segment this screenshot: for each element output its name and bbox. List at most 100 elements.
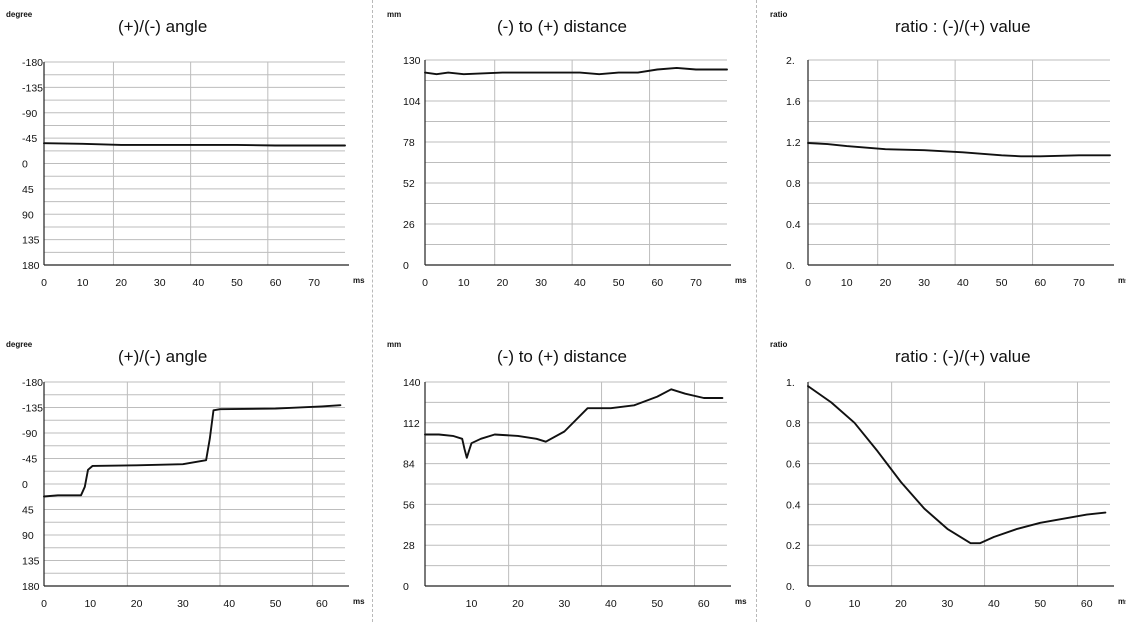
- x-tick-label: 50: [231, 277, 243, 289]
- y-tick-label: 0.: [786, 260, 795, 272]
- x-tick-label: 60: [1081, 598, 1093, 610]
- x-tick-label: 20: [512, 598, 524, 610]
- y-tick-label: 0: [22, 479, 28, 491]
- x-tick-label: 50: [651, 598, 663, 610]
- chart-panel-5: (-) to (+) distance mm 0 28 56 84 112 140 10 20 30…: [387, 340, 747, 610]
- series-line: [43, 404, 342, 498]
- x-tick-label: 40: [193, 277, 205, 289]
- y-tick-label: 0.: [786, 581, 795, 593]
- x-tick-label: 40: [223, 598, 235, 610]
- x-tick-label: 10: [458, 277, 470, 289]
- y-tick-label: 0.4: [786, 219, 801, 231]
- x-tick-label: 40: [574, 277, 586, 289]
- x-tick-label: 50: [1034, 598, 1046, 610]
- y-tick-label: -180: [22, 57, 43, 69]
- y-tick-label: 112: [403, 418, 420, 430]
- x-tick-label: 10: [841, 277, 853, 289]
- x-tick-label: 10: [84, 598, 96, 610]
- y-tick-label: 1.2: [786, 137, 801, 149]
- y-tick-label: 90: [22, 530, 34, 542]
- y-tick-label: 0.8: [786, 178, 801, 190]
- y-tick-label: -45: [22, 454, 37, 466]
- y-tick-label: 104: [403, 96, 421, 108]
- y-tick-label: 56: [403, 499, 415, 511]
- y-tick-label: -135: [22, 403, 43, 415]
- x-tick-label: 40: [957, 277, 969, 289]
- y-tick-label: 0.2: [786, 540, 801, 552]
- x-tick-label: 20: [115, 277, 127, 289]
- chart-title: (+)/(-) angle: [118, 17, 207, 36]
- x-tick-label: 30: [154, 277, 166, 289]
- x-unit-label: ms: [735, 276, 747, 285]
- x-tick-label: 60: [651, 277, 663, 289]
- y-tick-label: 0: [403, 260, 409, 272]
- y-tick-label: 0: [22, 159, 28, 171]
- x-tick-label: 10: [466, 598, 478, 610]
- x-tick-label: 20: [880, 277, 892, 289]
- y-tick-label: 1.: [786, 377, 795, 389]
- x-tick-label: 60: [698, 598, 710, 610]
- y-unit-label: ratio: [770, 340, 787, 349]
- x-tick-label: 70: [308, 277, 320, 289]
- x-unit-label: ms: [1118, 276, 1126, 285]
- x-tick-label: 60: [1034, 277, 1046, 289]
- x-tick-label: 30: [942, 598, 954, 610]
- y-tick-label: 0.4: [786, 499, 801, 511]
- chart-title: ratio : (-)/(+) value: [895, 347, 1031, 366]
- y-tick-label: 90: [22, 209, 34, 221]
- y-tick-label: 130: [403, 55, 421, 67]
- y-tick-label: 0: [403, 581, 409, 593]
- x-tick-label: 30: [535, 277, 547, 289]
- y-tick-label: 78: [403, 137, 415, 149]
- y-tick-label: 2.: [786, 55, 795, 67]
- chart-panel-4: (+)/(-) angle degree -180 -135 -90 -45 0 45 90 13…: [6, 340, 365, 610]
- y-tick-label: 135: [22, 235, 40, 247]
- x-tick-label: 30: [918, 277, 930, 289]
- series-line: [807, 142, 1111, 158]
- x-tick-label: 60: [316, 598, 328, 610]
- y-tick-label: -90: [22, 108, 37, 120]
- x-tick-label: 50: [270, 598, 282, 610]
- x-tick-label: 10: [849, 598, 861, 610]
- y-tick-label: 45: [22, 184, 34, 196]
- series-line: [424, 388, 724, 459]
- y-tick-label: 45: [22, 505, 34, 517]
- panel-divider-left: [372, 0, 373, 622]
- x-tick-label: 0: [805, 598, 811, 610]
- y-tick-label: 180: [22, 260, 40, 272]
- y-unit-label: mm: [387, 10, 401, 19]
- x-tick-label: 30: [177, 598, 189, 610]
- x-tick-label: 60: [270, 277, 282, 289]
- y-unit-label: ratio: [770, 10, 787, 19]
- chart-title: (-) to (+) distance: [497, 17, 627, 36]
- x-tick-label: 50: [613, 277, 625, 289]
- y-tick-label: 180: [22, 581, 40, 593]
- x-tick-label: 40: [605, 598, 617, 610]
- x-tick-label: 0: [41, 598, 47, 610]
- y-tick-label: 26: [403, 219, 415, 231]
- y-tick-label: 52: [403, 178, 415, 190]
- y-unit-label: mm: [387, 340, 401, 349]
- x-unit-label: ms: [353, 597, 365, 606]
- series-line: [424, 66, 728, 76]
- x-tick-label: 40: [988, 598, 1000, 610]
- x-tick-label: 20: [497, 277, 509, 289]
- panel-divider-right: [756, 0, 757, 622]
- x-tick-label: 20: [895, 598, 907, 610]
- y-tick-label: 0.8: [786, 418, 801, 430]
- y-tick-label: 0.6: [786, 459, 801, 471]
- chart-panel-6: ratio : (-)/(+) value ratio 0. 0.2 0.4 0.6 0.8…: [770, 340, 1126, 610]
- y-tick-label: -90: [22, 428, 37, 440]
- x-tick-label: 0: [422, 277, 428, 289]
- y-tick-label: 135: [22, 556, 40, 568]
- x-tick-label: 10: [77, 277, 89, 289]
- chart-title: ratio : (-)/(+) value: [895, 17, 1031, 36]
- y-tick-label: -180: [22, 377, 43, 389]
- chart-panel-2: (-) to (+) distance mm 0 26 52 78 104 130 0 10 20 3…: [387, 10, 747, 289]
- y-tick-label: 28: [403, 540, 415, 552]
- x-unit-label: ms: [353, 276, 365, 285]
- x-unit-label: ms: [1118, 597, 1126, 606]
- chart-title: (-) to (+) distance: [497, 347, 627, 366]
- y-tick-label: 1.6: [786, 96, 801, 108]
